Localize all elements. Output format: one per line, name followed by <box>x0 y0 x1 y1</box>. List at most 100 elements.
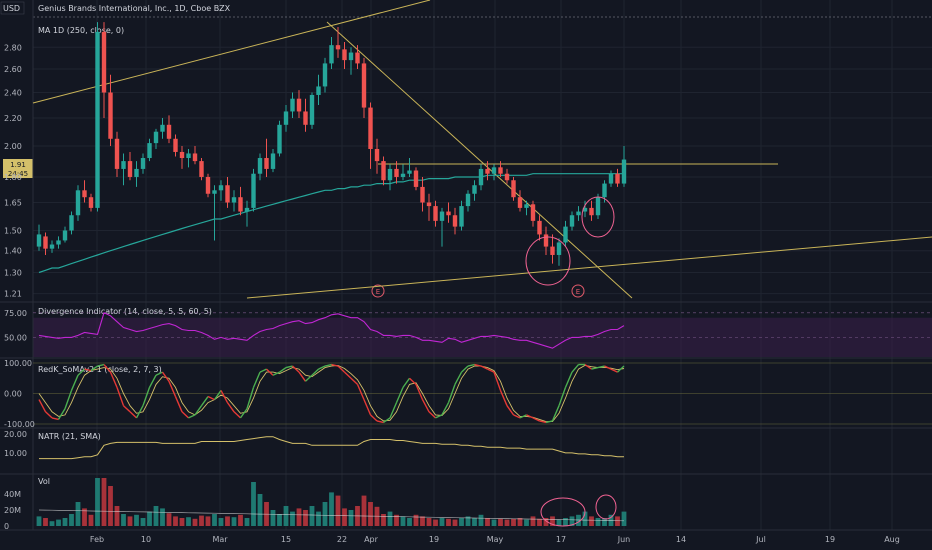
redk-fast-segment <box>421 399 430 413</box>
candle-body <box>550 246 555 255</box>
redk-fast-segment <box>135 405 144 419</box>
redk-fast-segment <box>70 374 79 391</box>
redk-fast-segment <box>467 363 475 367</box>
volume-bar <box>140 518 146 526</box>
ma-label[interactable]: MA 1D (250, close, 0) <box>38 26 124 35</box>
redk-fast-segment <box>356 384 365 400</box>
volume-bar <box>400 516 406 526</box>
volume-bar <box>36 516 42 526</box>
candle-body <box>147 143 152 159</box>
candle-body <box>283 111 289 125</box>
candle-body <box>530 204 536 221</box>
volume-bar <box>517 518 523 526</box>
volume-bar <box>251 482 256 526</box>
price-tag-countdown: 24:45 <box>8 170 28 178</box>
volume-bar <box>303 510 308 526</box>
redk-fast-segment <box>435 414 443 419</box>
candle-body <box>621 159 627 184</box>
earnings-marker-circle[interactable] <box>371 284 385 298</box>
candle-body <box>153 131 159 144</box>
candle-body <box>342 49 347 61</box>
redk-fast-segment <box>376 420 384 424</box>
redk-fast-segment <box>591 366 599 370</box>
x-tick-label: 15 <box>281 535 291 544</box>
chart-background <box>33 0 932 530</box>
candle-body <box>192 153 198 162</box>
x-tick-label: 10 <box>141 535 151 544</box>
volume-bar <box>478 514 484 526</box>
volume-bar <box>49 521 55 526</box>
redk-fast-segment <box>402 377 411 388</box>
volume-bar <box>530 516 536 526</box>
y-tick-label: 2.60 <box>4 65 22 74</box>
x-tick-label: May <box>487 535 504 544</box>
chart-title[interactable]: Genius Brands International, Inc., 1D, C… <box>38 4 231 13</box>
redk-fast-segment <box>604 365 612 370</box>
earnings-marker-circle[interactable] <box>571 284 585 298</box>
redk-fast-segment <box>64 390 73 409</box>
redk-fast-segment <box>532 417 540 422</box>
earnings-marker[interactable]: E <box>371 284 385 298</box>
candle-body <box>186 153 191 159</box>
volume-bar <box>82 508 87 526</box>
candle-body <box>238 197 243 212</box>
candle-body <box>277 124 282 154</box>
y-tick-label: 50.00 <box>4 333 27 342</box>
redk-fast-segment <box>324 363 332 367</box>
redk-fast-segment <box>266 368 274 376</box>
volume-bar <box>160 508 165 526</box>
natr-line <box>39 436 624 460</box>
volume-bar <box>114 506 120 526</box>
volume-bar <box>75 502 81 526</box>
divergence-pane-title[interactable]: Divergence Indicator (14, close, 5, 5, 6… <box>38 307 212 316</box>
redk-fast-segment <box>84 368 92 372</box>
natr-pane-title[interactable]: NATR (21, SMA) <box>38 432 101 441</box>
redk-pane-title[interactable]: RedK_SoMAv2 1 (close, 2, 7, 3) <box>38 365 162 374</box>
volume-bar <box>433 519 438 526</box>
volume-bar <box>491 519 497 526</box>
candle-body <box>36 234 42 247</box>
candle-body <box>439 211 445 221</box>
y-tick-label: 0.00 <box>4 390 22 399</box>
candle-body <box>82 190 87 198</box>
volume-bar <box>361 495 367 526</box>
volume-bar <box>413 514 419 526</box>
candle-body <box>212 190 217 194</box>
redk-fast-segment <box>292 365 300 373</box>
volume-bar <box>218 518 224 526</box>
earnings-marker[interactable]: E <box>571 284 585 298</box>
volume-bar <box>420 516 425 526</box>
volume-bar <box>439 518 445 526</box>
candle-body <box>257 158 263 174</box>
volume-bar <box>387 511 393 526</box>
candle-body <box>322 63 328 87</box>
candle-body <box>400 173 406 177</box>
redk-fast-segment <box>200 396 209 407</box>
redk-fast-segment <box>551 405 560 422</box>
volume-bar <box>95 478 100 526</box>
redk-fast-segment <box>259 368 267 373</box>
volume-bar <box>173 516 178 526</box>
candle-body <box>452 215 458 227</box>
x-tick-label: Aug <box>884 535 900 544</box>
candle-body <box>316 86 321 95</box>
x-tick-label: Apr <box>364 535 379 544</box>
volume-bar <box>108 486 113 526</box>
redk-fast-segment <box>188 414 196 419</box>
redk-fast-segment <box>161 371 170 382</box>
redk-fast-segment <box>220 390 229 403</box>
candle-body <box>309 94 315 125</box>
redk-fast-segment <box>558 387 567 406</box>
vol-pane-title[interactable]: Vol <box>38 477 50 486</box>
volume-bar <box>335 495 341 526</box>
volume-bar <box>426 518 432 526</box>
volume-bar <box>199 515 204 526</box>
volume-bar <box>465 516 471 526</box>
volume-bar <box>192 518 198 526</box>
earnings-marker-label: E <box>376 288 380 296</box>
volume-bar <box>166 513 172 526</box>
redk-fast-segment <box>298 371 307 382</box>
volume-bar <box>556 519 562 526</box>
volume-bar <box>153 506 159 526</box>
